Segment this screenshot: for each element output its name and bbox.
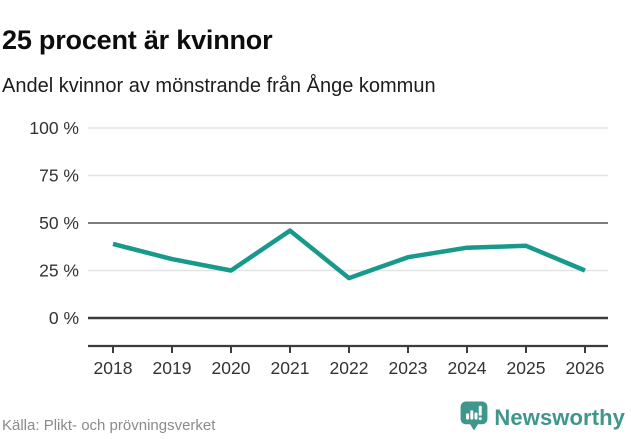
x-tick-label-2024: 2024 xyxy=(448,358,487,378)
y-tick-label-50: 50 % xyxy=(39,213,79,233)
x-tick-label-2022: 2022 xyxy=(330,358,369,378)
y-tick-label-0: 0 % xyxy=(49,308,79,328)
x-tick-label-2025: 2025 xyxy=(507,358,546,378)
y-tick-label-25: 25 % xyxy=(39,261,79,281)
badge-exclamation-stroke xyxy=(479,405,483,416)
badge-shape xyxy=(460,401,488,431)
newsworthy-badge-icon xyxy=(460,401,488,431)
y-tick-label-75: 75 % xyxy=(39,166,79,186)
badge-bar-1 xyxy=(466,413,470,420)
newsworthy-logo: Newsworthy xyxy=(460,401,625,433)
newsworthy-wordmark: Newsworthy xyxy=(494,404,625,430)
x-tick-label-2023: 2023 xyxy=(389,358,428,378)
source-note: Källa: Plikt- och prövningsverket xyxy=(2,417,216,434)
x-tick-label-2018: 2018 xyxy=(94,358,133,378)
badge-bar-2 xyxy=(470,410,474,420)
x-tick-label-2026: 2026 xyxy=(566,358,605,378)
badge-exclamation-dot xyxy=(479,417,483,421)
y-tick-label-100: 100 % xyxy=(29,118,79,138)
x-tick-label-2020: 2020 xyxy=(212,358,251,378)
data-line-andel-kvinnor xyxy=(112,228,586,281)
chart-subtitle: Andel kvinnor av mönstrande från Ånge ko… xyxy=(2,75,436,97)
x-tick-label-2019: 2019 xyxy=(153,358,192,378)
badge-bar-3 xyxy=(474,412,478,420)
page-title: 25 procent är kvinnor xyxy=(2,25,273,56)
x-tick-label-2021: 2021 xyxy=(271,358,310,378)
